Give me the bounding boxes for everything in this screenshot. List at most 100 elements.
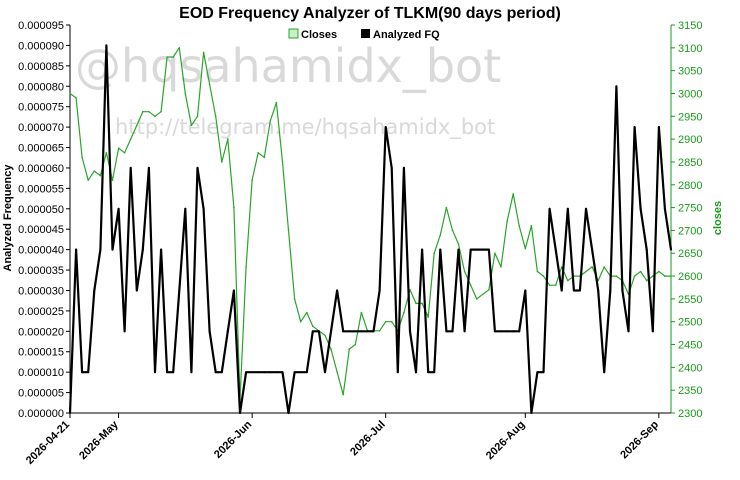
fq-point — [493, 330, 496, 333]
axes — [69, 25, 672, 414]
y-tick-label-right: 2450 — [678, 340, 702, 352]
closes-point — [142, 110, 144, 113]
fq-point — [317, 330, 320, 333]
fq-point — [147, 166, 150, 169]
fq-point — [226, 330, 229, 333]
closes-point — [312, 325, 314, 328]
fq-point — [105, 44, 108, 47]
closes-point — [287, 229, 290, 232]
y-tick-label-left: 0.000070 — [18, 122, 64, 134]
closes-point — [439, 234, 442, 236]
fq-point — [287, 412, 290, 414]
fq-point — [487, 248, 490, 251]
closes-point — [403, 311, 405, 314]
closes-point — [482, 293, 484, 296]
closes-point — [542, 275, 545, 277]
fq-point — [166, 371, 169, 374]
closes-point — [390, 320, 393, 323]
closes-point — [275, 101, 278, 104]
y-tick-label-right: 3150 — [678, 20, 702, 32]
fq-point — [299, 371, 302, 374]
fq-point — [560, 289, 563, 292]
fq-point — [506, 330, 509, 333]
x-ticks: 2026-04-21 2026-May 2026-Jun 2026-Jul 2026-A… — [24, 413, 661, 467]
legend-swatch-fq — [361, 29, 370, 38]
fq-point — [627, 330, 630, 333]
closes-point — [178, 47, 181, 49]
watermark-url: http://telegram.me/hqsahamidx_bot — [115, 115, 495, 140]
y-tick-label-right: 2750 — [678, 203, 702, 215]
fq-point — [585, 207, 587, 210]
fq-point — [69, 412, 71, 414]
fq-point — [141, 248, 144, 251]
closes-point — [208, 83, 211, 86]
fq-point — [99, 248, 102, 251]
legend-label-closes: Closes — [301, 29, 337, 41]
legend-swatch-closes — [288, 28, 299, 39]
fq-point — [269, 371, 272, 374]
fq-point — [184, 207, 187, 210]
fq-point — [154, 371, 156, 374]
fq-point — [196, 166, 199, 169]
fq-point — [524, 289, 527, 292]
fq-point — [427, 371, 430, 374]
y-tick-label-right: 3100 — [678, 43, 702, 55]
y-tick-label-right: 2350 — [678, 385, 702, 397]
fq-point — [342, 330, 345, 333]
fq-point — [178, 289, 181, 292]
closes-point — [87, 179, 89, 181]
closes-point — [184, 92, 187, 95]
fq-point — [281, 371, 284, 374]
closes-point — [196, 115, 199, 118]
y-tick-label-right: 2500 — [678, 317, 702, 329]
fq-point — [378, 289, 381, 292]
fq-point — [251, 371, 254, 374]
y-tick-label-left: 0.000090 — [18, 40, 64, 52]
closes-point — [554, 284, 557, 287]
y-ticks-left: 0.000000 0.000005 0.000010 0.000015 0.000020… — [18, 20, 70, 420]
fq-point — [190, 371, 193, 374]
y-tick-label-right: 3050 — [678, 66, 702, 78]
closes-point — [645, 279, 648, 282]
fq-point — [651, 330, 654, 333]
fq-point — [536, 371, 539, 374]
closes-point — [281, 161, 284, 163]
y-axis-label-right: closes — [712, 201, 724, 235]
closes-point — [585, 270, 587, 273]
closes-point — [245, 266, 247, 268]
y-tick-label-left: 0.000060 — [18, 163, 64, 175]
y-tick-label-left: 0.000065 — [18, 143, 64, 155]
closes-point — [117, 147, 120, 149]
y-axis-label-left: Analyzed Frequency — [2, 164, 14, 272]
y-tick-label-left: 0.000045 — [18, 224, 64, 236]
fq-point — [220, 371, 223, 374]
fq-point — [663, 207, 666, 210]
x-tick-label: 2026-Aug — [484, 419, 528, 463]
y-tick-label-right: 2950 — [678, 111, 702, 123]
fq-point — [421, 248, 424, 251]
closes-point — [475, 298, 478, 300]
fq-point — [439, 248, 442, 251]
fq-point — [512, 330, 515, 333]
closes-point — [251, 179, 253, 181]
fq-point — [402, 166, 405, 169]
fq-point — [366, 330, 369, 333]
fq-point — [500, 330, 502, 333]
fq-point — [390, 166, 393, 169]
fq-point — [481, 248, 484, 251]
watermark-main: @hqsahamidx_bot — [75, 39, 501, 93]
closes-point — [99, 174, 102, 177]
y-tick-label-left: 0.000085 — [18, 61, 64, 73]
y-tick-label-left: 0.000040 — [18, 245, 64, 257]
y-tick-label-left: 0.000035 — [18, 265, 64, 277]
closes-point — [530, 225, 533, 227]
fq-point — [275, 371, 278, 374]
fq-point — [633, 126, 636, 129]
fq-point — [75, 248, 78, 251]
fq-point — [232, 289, 235, 292]
fq-point — [93, 289, 96, 292]
fq-point — [597, 289, 600, 292]
y-tick-label-left: 0.000055 — [18, 183, 64, 195]
fq-point — [433, 371, 436, 374]
